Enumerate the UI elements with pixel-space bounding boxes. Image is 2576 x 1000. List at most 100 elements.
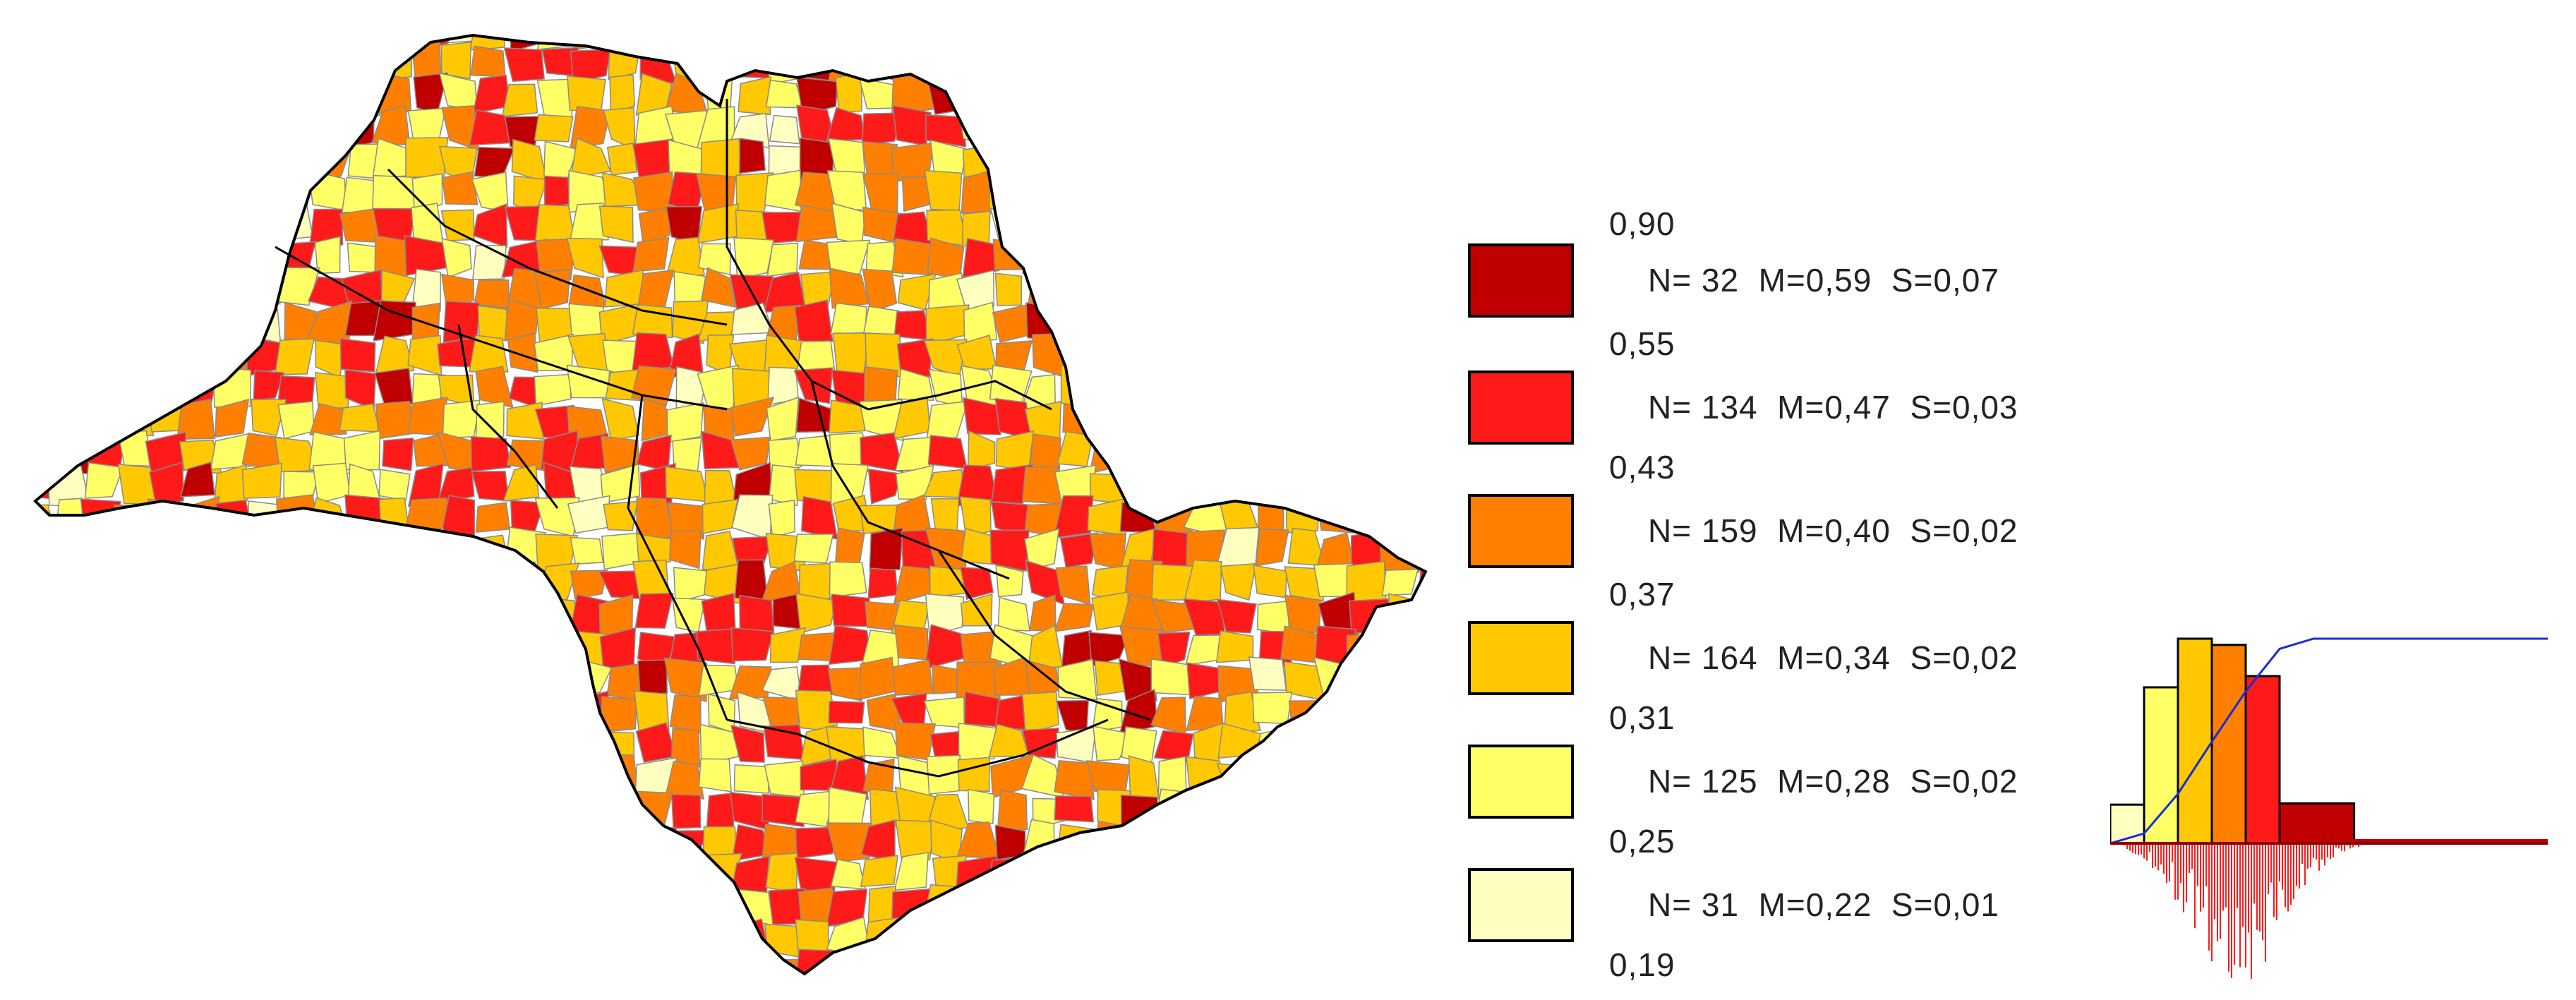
municipality-cell <box>867 468 903 505</box>
municipality-cell <box>895 464 934 500</box>
municipality-cell <box>181 35 213 49</box>
municipality-cell <box>347 593 378 637</box>
municipality-cell <box>213 891 254 928</box>
municipality-cell <box>119 530 157 562</box>
municipality-cell <box>310 919 343 961</box>
municipality-cell <box>1255 339 1288 375</box>
municipality-cell <box>1281 240 1325 277</box>
municipality-cell <box>439 725 480 766</box>
municipality-cell <box>768 464 800 507</box>
municipality-cell <box>1286 954 1322 974</box>
municipality-cell <box>1021 144 1066 181</box>
municipality-cell <box>277 631 318 667</box>
municipality-cell <box>82 335 116 377</box>
municipality-cell <box>992 78 1031 116</box>
legend-class-stats: N= 32 M=0,59 S=0,07 <box>1648 262 1999 299</box>
municipality-cell <box>534 861 576 892</box>
municipality-cell <box>1089 533 1126 570</box>
municipality-cell <box>1061 142 1096 183</box>
municipality-cell <box>598 205 634 243</box>
municipality-cell <box>956 270 995 312</box>
municipality-cell <box>706 792 735 832</box>
municipality-cell <box>113 821 156 865</box>
legend-class-2: N= 134 M=0,47 S=0,03 <box>1461 371 2138 459</box>
municipality-cell <box>1193 35 1225 49</box>
municipality-cell <box>1414 886 1426 927</box>
municipality-cell <box>733 764 769 794</box>
municipality-cell <box>667 502 705 540</box>
municipality-cell <box>1054 603 1094 632</box>
municipality-cell <box>1287 366 1320 407</box>
municipality-cell <box>567 759 608 795</box>
municipality-cell <box>211 565 251 600</box>
municipality-cell <box>1053 954 1098 974</box>
municipality-cell <box>113 729 158 765</box>
municipality-cell <box>1413 80 1426 112</box>
municipality-cell <box>762 35 807 42</box>
municipality-cell <box>894 436 933 471</box>
municipality-cell <box>1188 789 1228 829</box>
municipality-cell <box>244 625 284 661</box>
municipality-cell <box>35 884 50 927</box>
municipality-cell <box>343 430 381 471</box>
municipality-cell <box>505 663 536 701</box>
municipality-cell <box>897 368 934 401</box>
municipality-cell <box>572 948 613 974</box>
municipality-cell <box>1215 203 1254 246</box>
municipality-cell <box>281 592 315 631</box>
municipality-cell <box>542 951 577 974</box>
municipality-cell <box>1060 852 1100 896</box>
municipality-cell <box>1119 202 1162 244</box>
municipality-cell <box>242 592 276 632</box>
municipality-cell <box>860 855 898 887</box>
municipality-cell <box>960 593 993 627</box>
legend-class-1: N= 32 M=0,59 S=0,07 <box>1461 243 2138 332</box>
municipality-cell <box>406 890 450 921</box>
municipality-cell <box>1158 234 1186 277</box>
municipality-cell <box>1316 891 1354 928</box>
municipality-cell <box>1030 202 1065 246</box>
municipality-cell <box>632 949 674 974</box>
municipality-cell <box>1287 824 1319 859</box>
municipality-cell <box>373 564 411 595</box>
municipality-cell <box>1189 44 1224 85</box>
municipality-cell <box>35 76 54 109</box>
municipality-cell <box>244 172 287 215</box>
municipality-cell <box>829 267 869 309</box>
municipality-cell <box>470 856 512 891</box>
municipality-cell <box>282 721 315 758</box>
municipality-cell <box>1059 42 1093 82</box>
municipality-cell <box>48 171 82 210</box>
municipality-cell <box>411 527 444 572</box>
municipality-cell <box>540 886 580 927</box>
municipality-cell <box>470 435 512 472</box>
municipality-cell <box>1378 108 1422 143</box>
municipality-cell <box>1349 820 1390 863</box>
municipality-cell <box>1378 240 1418 281</box>
municipality-cell <box>374 890 416 927</box>
municipality-cell <box>313 693 347 725</box>
municipality-cell <box>306 760 349 799</box>
municipality-cell <box>35 504 56 540</box>
municipality-cell <box>210 788 254 829</box>
municipality-cell <box>1282 855 1326 897</box>
legend-swatch <box>1468 621 1574 695</box>
municipality-cell <box>506 402 544 440</box>
municipality-cell <box>1412 277 1426 309</box>
municipality-cell <box>242 270 281 305</box>
municipality-cell <box>1150 697 1186 735</box>
municipality-cell <box>1120 794 1160 826</box>
municipality-cell <box>35 567 60 601</box>
municipality-cell <box>1416 401 1426 442</box>
municipality-cell <box>666 402 704 443</box>
legend-break-label: 0,31 <box>1609 699 1675 736</box>
municipality-cell <box>795 790 836 828</box>
municipality-cell <box>1285 35 1318 52</box>
municipality-cell <box>502 464 540 502</box>
municipality-cell <box>1157 890 1188 923</box>
municipality-cell <box>219 853 252 895</box>
municipality-cell <box>479 759 505 793</box>
municipality-cell <box>372 174 417 214</box>
municipality-cell <box>35 754 52 792</box>
municipality-cell <box>1186 756 1224 793</box>
